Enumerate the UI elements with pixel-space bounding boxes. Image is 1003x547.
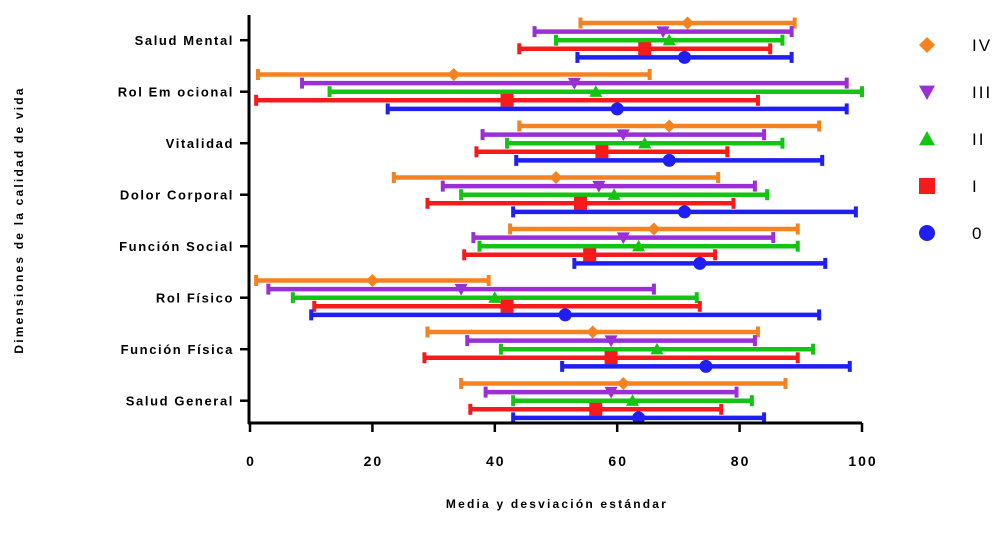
errbar-rol-em-ocional-series-iv-mean-marker — [447, 68, 461, 81]
errbar-rol-fisico-series-iv-mean-marker — [365, 274, 379, 287]
errbar-salud-general-series-ii-mean-marker — [626, 394, 639, 406]
errbar-salud-mental-series-i-mean-marker — [638, 42, 652, 56]
x-tick-label-60: 60 — [608, 453, 628, 469]
category-label-vitalidad: Vitalidad — [166, 136, 234, 151]
legend-label-i: I — [972, 177, 979, 196]
errbar-salud-mental-series-iii-mean-marker — [656, 26, 670, 39]
x-tick-label-40: 40 — [486, 453, 506, 469]
legend-marker-i — [919, 178, 935, 194]
errbar-funcion-fisica-series-i-mean-marker — [604, 351, 618, 365]
legend-marker-iii — [919, 85, 935, 100]
errbar-rol-em-ocional-series-iii-mean-marker — [567, 77, 581, 90]
errbar-vitalidad-series-iii-mean-marker — [616, 129, 630, 142]
errbar-funcion-social-series-iv-mean-marker — [647, 222, 661, 236]
errbar-dolor-corporal-series-0-mean-marker — [678, 205, 692, 219]
x-tick-label-20: 20 — [364, 453, 384, 469]
category-label-funcion-social: Función Social — [119, 239, 234, 254]
legend-marker-0 — [919, 225, 935, 241]
category-label-salud-mental: Salud Mental — [135, 33, 234, 48]
errbar-salud-general-series-iii-mean-marker — [604, 386, 618, 399]
errbar-funcion-social-series-iii-mean-marker — [616, 232, 630, 245]
x-axis-title: Media y desviación estándar — [446, 497, 668, 511]
errbar-funcion-fisica-series-ii-mean-marker — [650, 342, 664, 355]
errbar-vitalidad-series-0-mean-marker — [662, 153, 676, 167]
errbar-funcion-fisica-series-iii-mean-marker — [604, 335, 618, 348]
errbar-dolor-corporal-series-iv-mean-marker — [549, 171, 563, 184]
errbar-salud-general-series-0-mean-marker — [632, 411, 646, 425]
category-label-salud-general: Salud General — [126, 394, 234, 409]
legend-marker-ii — [919, 131, 935, 146]
errbar-rol-fisico-series-iii-mean-marker — [454, 283, 468, 296]
errbar-rol-em-ocional-series-0-mean-marker — [610, 102, 624, 116]
category-label-rol-em-ocional: Rol Em ocional — [118, 85, 234, 100]
errbar-rol-fisico-series-ii-mean-marker — [488, 291, 502, 303]
legend-label-ii: II — [972, 130, 985, 149]
category-label-funcion-fisica: Función Física — [121, 342, 234, 357]
errbar-rol-em-ocional-series-i-mean-marker — [500, 93, 514, 107]
errbar-rol-fisico-series-0-mean-marker — [558, 308, 572, 322]
axes-layer — [247, 15, 862, 425]
errbar-salud-mental-series-ii-mean-marker — [662, 33, 676, 46]
y-axis-title: Dimensiones de la calidad de vida — [12, 86, 26, 353]
errbar-vitalidad-series-iv-mean-marker — [662, 119, 676, 133]
errbar-funcion-fisica-series-iv-mean-marker — [586, 325, 600, 339]
errbar-funcion-social-series-ii-mean-marker — [632, 239, 646, 252]
legend-marker-iv — [919, 37, 935, 53]
x-tick-label-100: 100 — [848, 453, 877, 469]
legend-label-iii: III — [972, 83, 992, 102]
errbar-vitalidad-series-ii-mean-marker — [638, 136, 652, 149]
errbar-salud-general-series-iv-mean-marker — [616, 377, 630, 390]
labels-layer: Salud Mental Rol Em ocional Vitalidad Dolor… — [118, 33, 877, 469]
errbar-salud-mental-series-iv-mean-marker — [681, 16, 695, 30]
x-tick-label-0: 0 — [246, 453, 256, 469]
errbar-salud-mental-series-0-mean-marker — [678, 50, 692, 64]
errbar-dolor-corporal-series-ii-mean-marker — [607, 188, 621, 200]
category-label-dolor-corporal: Dolor Corporal — [120, 188, 234, 203]
errbar-funcion-social-series-0-mean-marker — [693, 256, 707, 270]
category-label-rol-fisico: Rol Físico — [156, 291, 234, 306]
errbar-funcion-social-series-i-mean-marker — [583, 248, 597, 262]
legend-label-0: 0 — [972, 224, 983, 243]
errbar-vitalidad-series-i-mean-marker — [595, 145, 609, 159]
errbar-dolor-corporal-series-i-mean-marker — [573, 196, 587, 210]
errbar-funcion-fisica-series-0-mean-marker — [699, 359, 713, 373]
errbar-rol-em-ocional-series-ii-mean-marker — [589, 85, 603, 97]
legend-label-iv: IV — [972, 36, 992, 55]
errbar-dolor-corporal-series-iii-mean-marker — [592, 180, 606, 193]
x-tick-label-80: 80 — [731, 453, 751, 469]
errbar-salud-general-series-i-mean-marker — [589, 402, 603, 416]
errbar-rol-fisico-series-i-mean-marker — [500, 299, 514, 313]
error-bars-layer — [254, 16, 864, 425]
